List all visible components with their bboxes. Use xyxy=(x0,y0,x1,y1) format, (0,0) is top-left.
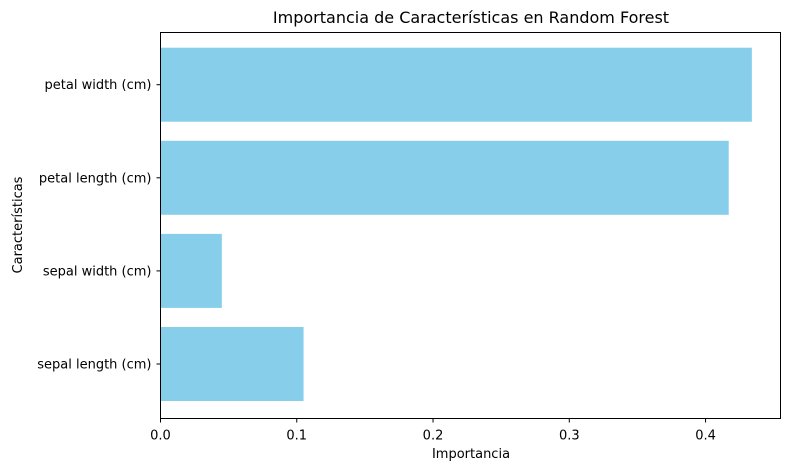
x-tick-label-1: 0.1 xyxy=(286,429,307,444)
x-tick-label-0: 0.0 xyxy=(150,429,171,444)
x-tick-label-2: 0.2 xyxy=(423,429,444,444)
y-tick-label-sepal-length-cm: sepal length (cm) xyxy=(37,358,151,373)
y-axis-label: Características xyxy=(11,176,26,273)
bar-petal-width-cm xyxy=(160,47,752,122)
y-tick-label-petal-length-cm: petal length (cm) xyxy=(39,171,152,186)
bar-sepal-length-cm xyxy=(160,327,304,401)
x-tick-label-4: 0.4 xyxy=(695,429,716,444)
y-axis-ticks: sepal length (cm) sepal width (cm) petal l… xyxy=(37,78,161,373)
bars-group xyxy=(160,47,752,401)
y-tick-label-sepal-width-cm: sepal width (cm) xyxy=(43,264,152,279)
bar-sepal-width-cm xyxy=(160,233,222,308)
x-axis-ticks: 0.0 0.1 0.2 0.3 0.4 xyxy=(150,418,716,444)
plot-frame xyxy=(160,32,781,419)
y-tick-label-petal-width-cm: petal width (cm) xyxy=(45,78,152,93)
bar-petal-length-cm xyxy=(160,140,729,215)
chart-title: Importancia de Características en Random… xyxy=(273,8,669,27)
x-axis-label: Importancia xyxy=(432,447,510,462)
x-tick-label-3: 0.3 xyxy=(559,429,580,444)
